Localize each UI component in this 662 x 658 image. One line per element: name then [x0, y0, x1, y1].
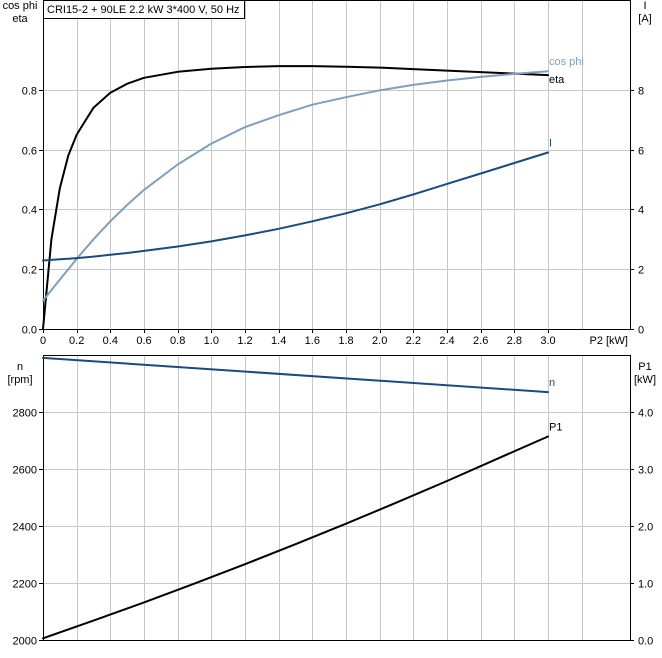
series-label-eta: eta: [549, 74, 565, 86]
right-y-tick-label: 6: [638, 146, 644, 158]
left-y-tick-label: 2400: [13, 522, 37, 534]
right-axis-label: [A]: [638, 13, 651, 25]
series-label-n: n: [549, 377, 555, 389]
x-tick-label: 3.0: [540, 335, 555, 347]
x-tick-label: 1.8: [338, 335, 353, 347]
left-y-tick-label: 0.8: [22, 86, 37, 98]
right-axis-label: I: [643, 0, 646, 12]
series-line-I: [42, 151, 549, 262]
plot-frame: [43, 0, 631, 330]
right-y-tick-label: 8: [638, 86, 644, 98]
right-y-tick-label: 2: [638, 265, 644, 277]
left-axis-label: cos phi: [3, 0, 38, 12]
x-tick-label: 0: [40, 335, 46, 347]
x-tick-label: 1.4: [271, 335, 286, 347]
x-axis-label: P2 [kW]: [589, 335, 628, 347]
right-y-tick-label: 1.0: [638, 579, 653, 591]
left-y-tick-label: 2000: [13, 636, 37, 648]
series-line-cos-phi: [42, 70, 549, 302]
series-label-cos-phi: cos phi: [549, 56, 584, 68]
right-y-tick-label: 3.0: [638, 465, 653, 477]
plot-frame: [43, 355, 631, 641]
left-axis-label: eta: [12, 13, 28, 25]
right-y-tick-label: 0: [638, 325, 644, 337]
x-tick-label: 1.6: [305, 335, 320, 347]
x-tick-label: 2.0: [372, 335, 387, 347]
left-y-tick-label: 2600: [13, 465, 37, 477]
left-y-tick-label: 0.6: [22, 146, 37, 158]
chart-title-box: [43, 0, 245, 19]
x-tick-label: 2.2: [406, 335, 421, 347]
series-line-P1: [42, 435, 549, 640]
right-axis-label: P1: [638, 361, 651, 373]
panel-top: 0.0 0.2 0.4 0.6 0.8 0 2 4 6 8 0 0.2 0.4 0.6 0.8 1.0 1.2 1…: [3, 0, 652, 347]
chart-title: CRI15-2 + 90LE 2.2 kW 3*400 V, 50 Hz: [47, 4, 240, 16]
chart-title-group: CRI15-2 + 90LE 2.2 kW 3*400 V, 50 Hz: [43, 0, 245, 19]
right-axis-label: [kW]: [634, 374, 656, 386]
left-y-tick-label: 2200: [13, 579, 37, 591]
left-axis-label: n: [17, 361, 23, 373]
x-tick-label: 0.2: [69, 335, 84, 347]
x-tick-label: 1.0: [204, 335, 219, 347]
right-y-tick-label: 4: [638, 205, 644, 217]
left-y-tick-label: 2800: [13, 408, 37, 420]
x-tick-label: 2.4: [439, 335, 454, 347]
x-tick-label: 1.2: [237, 335, 252, 347]
series-label-P1: P1: [549, 422, 562, 434]
panel-bottom: 200022002400260028000.01.02.03.04.0n[rpm…: [7, 355, 656, 648]
series-line-eta: [42, 65, 549, 330]
right-y-tick-label: 0.0: [638, 636, 653, 648]
series-line-n: [42, 356, 549, 394]
left-axis-label: [rpm]: [7, 374, 32, 386]
left-y-tick-label: 0.0: [22, 325, 37, 337]
left-y-tick-label: 0.4: [22, 205, 37, 217]
left-y-tick-label: 0.2: [22, 265, 37, 277]
x-tick-label: 0.6: [136, 335, 151, 347]
x-tick-label: 0.4: [103, 335, 118, 347]
right-y-tick-label: 4.0: [638, 408, 653, 420]
x-tick-label: 0.8: [170, 335, 185, 347]
x-tick-label: 2.8: [507, 335, 522, 347]
x-tick-label: 2.6: [473, 335, 488, 347]
right-y-tick-label: 2.0: [638, 522, 653, 534]
series-label-I: I: [549, 138, 552, 150]
